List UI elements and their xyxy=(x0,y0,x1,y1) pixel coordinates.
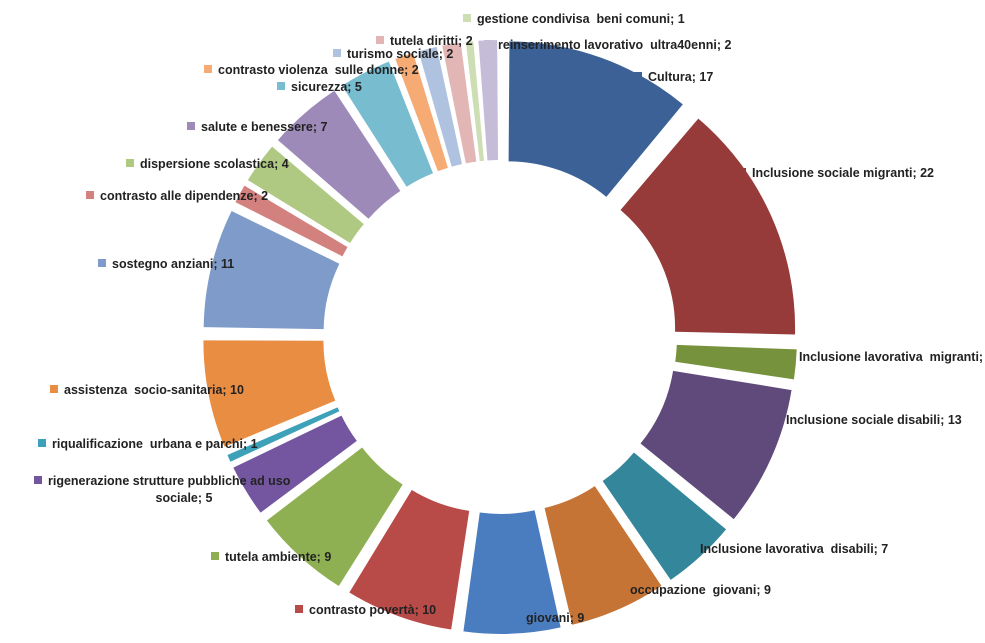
slice-label-text: reinserimento lavorativo ultra40enni; 2 xyxy=(498,38,731,52)
doughnut-slice-1 xyxy=(508,41,683,197)
slice-label-21: gestione condivisa beni comuni; 1 xyxy=(463,12,685,26)
doughnut-slice-6 xyxy=(544,486,662,625)
slice-label-text: turismo sociale; 2 xyxy=(347,47,453,61)
slice-label-text: sicurezza; 5 xyxy=(291,80,362,94)
slice-label-18: contrasto violenza sulle donne; 2 xyxy=(204,63,419,77)
slice-label-13: sostegno anziani; 11 xyxy=(98,257,234,271)
doughnut-slice-11 xyxy=(227,407,340,462)
slice-label-marker xyxy=(211,552,219,560)
slice-label-marker xyxy=(34,476,42,484)
slice-label-marker xyxy=(204,65,212,73)
doughnut-slice-15 xyxy=(247,146,364,243)
doughnut-slice-22 xyxy=(478,40,499,161)
slice-label-8: contrasto povertà; 10 xyxy=(295,603,436,617)
doughnut-slice-7 xyxy=(463,510,561,634)
slice-label-marker xyxy=(738,168,746,176)
slice-label-marker xyxy=(98,259,106,267)
slice-label-15: dispersione scolastica; 4 xyxy=(126,157,289,171)
slice-label-text: Cultura; 17 xyxy=(648,70,713,84)
doughnut-slice-21 xyxy=(465,41,484,162)
slice-label-17: sicurezza; 5 xyxy=(277,80,362,94)
slice-label-text: riqualificazione urbana e parchi; 1 xyxy=(52,437,258,451)
slice-label-12: assistenza socio-sanitaria; 10 xyxy=(50,383,244,397)
doughnut-slice-8 xyxy=(349,490,470,630)
slice-label-text: Inclusione lavorativa disabili; 7 xyxy=(700,542,888,556)
slice-label-text: Inclusione sociale migranti; 22 xyxy=(752,166,934,180)
slice-label-1: Cultura; 17 xyxy=(634,70,713,84)
slice-label-marker xyxy=(634,72,642,80)
slice-label-20: tutela diritti; 2 xyxy=(376,34,473,48)
slice-label-7: giovani; 9 xyxy=(512,611,584,625)
slice-label-text: sociale; 5 xyxy=(156,491,213,505)
slice-label-marker xyxy=(333,49,341,57)
slice-label-marker xyxy=(86,191,94,199)
doughnut-slice-2 xyxy=(620,118,796,335)
slice-label-text: assistenza socio-sanitaria; 10 xyxy=(64,383,244,397)
slice-label-9: tutela ambiente; 9 xyxy=(211,550,331,564)
slice-label-4: Inclusione sociale disabili; 13 xyxy=(772,413,962,427)
chart-data-labels: Cultura; 17 Inclusione sociale migranti; … xyxy=(34,12,985,625)
slice-label-marker xyxy=(277,82,285,90)
slice-label-22: reinserimento lavorativo ultra40enni; 2 xyxy=(484,38,731,52)
doughnut-slice-14 xyxy=(235,185,348,257)
slice-label-text: sostegno anziani; 11 xyxy=(112,257,234,271)
doughnut-slice-9 xyxy=(266,447,403,587)
slice-label-marker xyxy=(463,14,471,22)
slice-label-marker xyxy=(295,605,303,613)
slice-label-16: salute e benessere; 7 xyxy=(187,120,328,134)
slice-label-marker xyxy=(376,36,384,44)
doughnut-slice-10 xyxy=(233,415,357,513)
slice-label-text: dispersione scolastica; 4 xyxy=(140,157,289,171)
doughnut-slice-20 xyxy=(442,42,477,164)
slice-label-text: giovani; 9 xyxy=(526,611,584,625)
slice-label-2: Inclusione sociale migranti; 22 xyxy=(738,166,934,180)
slice-label-marker xyxy=(785,352,793,360)
doughnut-slice-3 xyxy=(675,344,797,380)
slice-label-marker xyxy=(50,385,58,393)
slice-label-marker xyxy=(512,613,520,621)
doughnut-slice-17 xyxy=(342,61,433,187)
doughnut-slice-16 xyxy=(277,90,401,219)
slice-label-text: tutela ambiente; 9 xyxy=(225,550,331,564)
slice-label-text: contrasto povertà; 10 xyxy=(309,603,436,617)
slice-label-text: Inclusione lavorativa migranti; 3 xyxy=(799,350,985,364)
slice-label-marker xyxy=(772,415,780,423)
slice-label-marker xyxy=(484,40,492,48)
slice-label-10: rigenerazione strutture pubbliche ad uso… xyxy=(34,474,291,505)
slice-label-14: contrasto alle dipendenze; 2 xyxy=(86,189,268,203)
slice-label-11: riqualificazione urbana e parchi; 1 xyxy=(38,437,258,451)
slice-label-marker xyxy=(187,122,195,130)
slice-label-text: Inclusione sociale disabili; 13 xyxy=(786,413,962,427)
slice-label-text: rigenerazione strutture pubbliche ad uso xyxy=(48,474,291,488)
doughnut-slice-12 xyxy=(203,340,336,447)
doughnut-slice-13 xyxy=(203,210,340,330)
slice-label-text: salute e benessere; 7 xyxy=(201,120,328,134)
slice-label-marker xyxy=(126,159,134,167)
slice-label-text: tutela diritti; 2 xyxy=(390,34,473,48)
slice-label-text: gestione condivisa beni comuni; 1 xyxy=(477,12,685,26)
slice-label-marker xyxy=(38,439,46,447)
slice-label-text: occupazione giovani; 9 xyxy=(630,583,771,597)
doughnut-slice-5 xyxy=(602,452,727,580)
chart-slices xyxy=(203,40,797,634)
doughnut-slice-18 xyxy=(395,53,448,172)
slice-label-6: occupazione giovani; 9 xyxy=(616,583,771,597)
doughnut-slice-4 xyxy=(640,370,792,520)
slice-label-text: contrasto alle dipendenze; 2 xyxy=(100,189,268,203)
slice-label-3: Inclusione lavorativa migranti; 3 xyxy=(785,350,985,364)
slice-label-5: Inclusione lavorativa disabili; 7 xyxy=(686,542,888,556)
slice-label-marker xyxy=(686,544,694,552)
slice-label-marker xyxy=(616,585,624,593)
doughnut-slice-19 xyxy=(418,46,462,167)
slice-label-text: contrasto violenza sulle donne; 2 xyxy=(218,63,419,77)
slice-label-19: turismo sociale; 2 xyxy=(333,47,453,61)
